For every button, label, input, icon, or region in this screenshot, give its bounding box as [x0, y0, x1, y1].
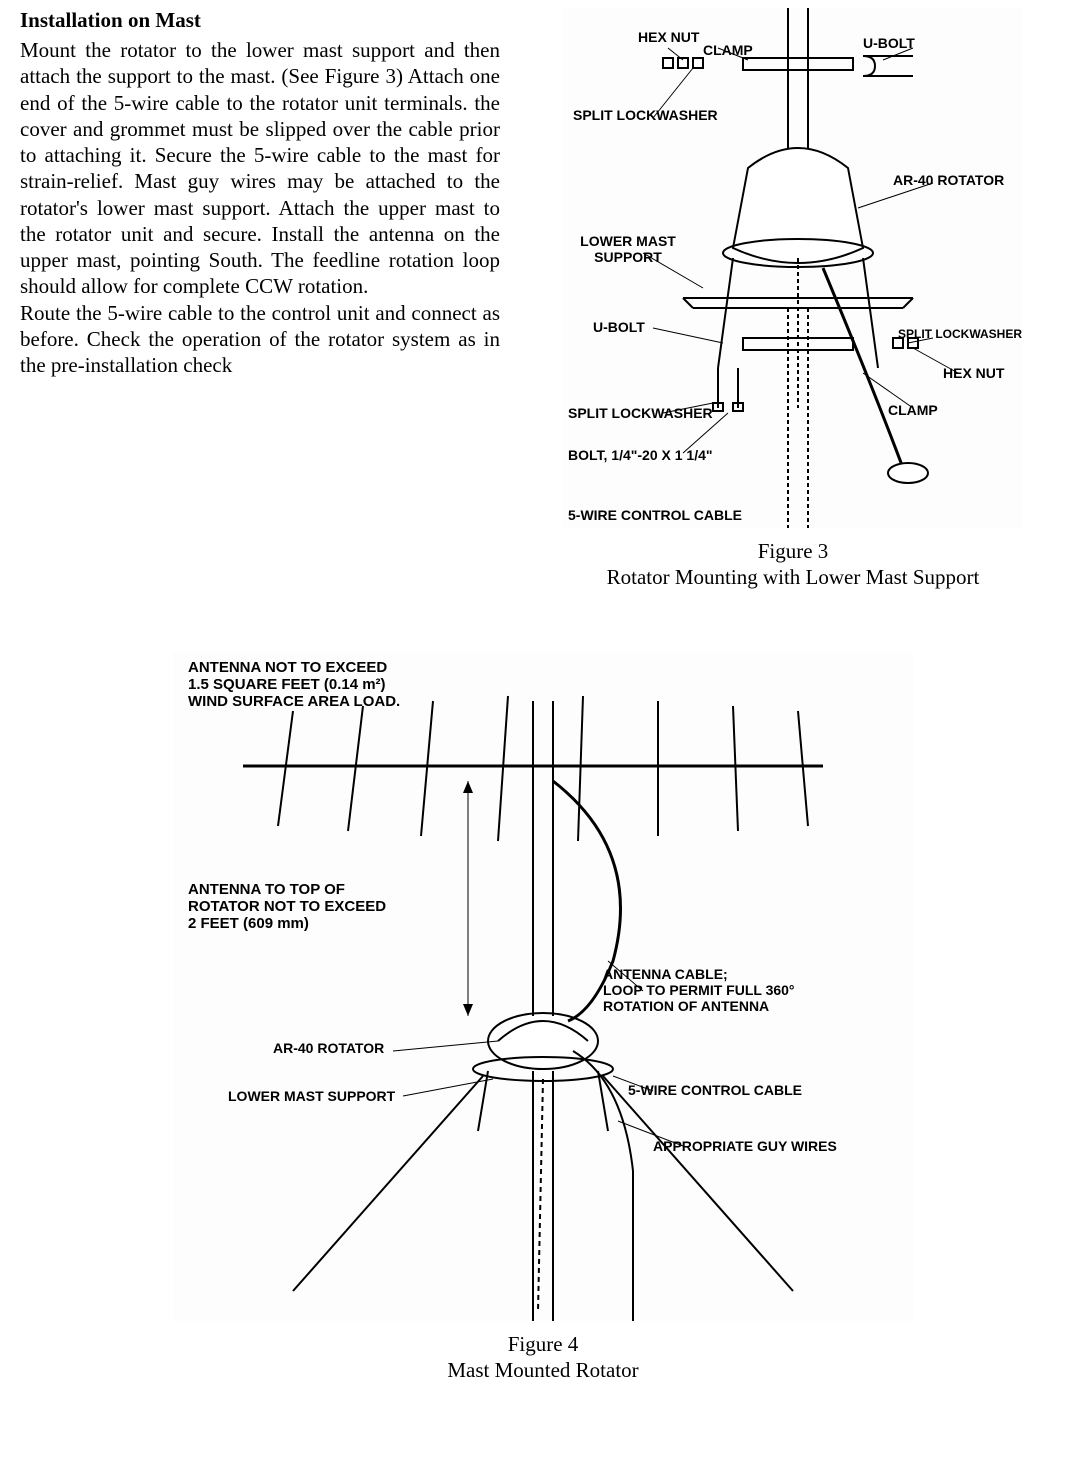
figure-4-caption-line2: Mast Mounted Rotator — [447, 1358, 638, 1382]
fig3-label-lower-mast: LOWER MASTSUPPORT — [573, 233, 683, 265]
fig4-label-lower-mast: LOWER MAST SUPPORT — [228, 1089, 395, 1104]
fig3-label-ar40: AR-40 ROTATOR — [893, 173, 1004, 188]
fig4-label-antenna-cable: ANTENNA CABLE;LOOP TO PERMIT FULL 360°RO… — [603, 966, 863, 1014]
fig3-label-cable: 5-WIRE CONTROL CABLE — [568, 508, 742, 523]
figure-4-caption-line1: Figure 4 — [508, 1332, 579, 1356]
paragraph-2: Route the 5-wire cable to the control un… — [20, 300, 500, 379]
fig4-label-antenna-to-top: ANTENNA TO TOP OFROTATOR NOT TO EXCEED2 … — [188, 881, 408, 933]
fig3-label-u-bolt-top: U-BOLT — [863, 36, 915, 51]
figure-3-caption: Figure 3 Rotator Mounting with Lower Mas… — [520, 538, 1066, 591]
fig3-label-hex-nut-right: HEX NUT — [943, 366, 1004, 381]
figure-4-diagram: ANTENNA NOT TO EXCEED1.5 SQUARE FEET (0.… — [173, 651, 913, 1321]
fig3-label-split-lw-top: SPLIT LOCKWASHER — [573, 108, 718, 123]
fig3-label-hex-nut-top: HEX NUT — [638, 30, 699, 45]
figure-4-caption: Figure 4 Mast Mounted Rotator — [20, 1331, 1066, 1384]
fig4-label-ar40: AR-40 ROTATOR — [273, 1041, 384, 1056]
section-heading: Installation on Mast — [20, 8, 500, 33]
fig3-label-clamp-right: CLAMP — [888, 403, 938, 418]
text-column: Installation on Mast Mount the rotator t… — [20, 8, 500, 591]
fig4-label-antenna-spec: ANTENNA NOT TO EXCEED1.5 SQUARE FEET (0.… — [188, 659, 448, 711]
fig3-label-clamp-top: CLAMP — [703, 43, 753, 58]
fig3-label-u-bolt-mid: U-BOLT — [593, 320, 645, 335]
figure-3-caption-line2: Rotator Mounting with Lower Mast Support — [607, 565, 980, 589]
fig4-label-guy-wires: APPROPRIATE GUY WIRES — [653, 1139, 837, 1154]
figure-3-caption-line1: Figure 3 — [758, 539, 829, 563]
fig4-label-control-cable: 5-WIRE CONTROL CABLE — [628, 1083, 802, 1098]
figure-3-diagram: HEX NUT CLAMP U-BOLT SPLIT LOCKWASHER AR… — [563, 8, 1023, 528]
fig3-label-split-lw-left: SPLIT LOCKWASHER — [568, 406, 713, 421]
fig3-label-split-lw-right: SPLIT LOCKWASHER — [898, 328, 1022, 341]
paragraph-1: Mount the rotator to the lower mast supp… — [20, 37, 500, 300]
fig3-label-bolt: BOLT, 1/4"-20 X 1 1/4" — [568, 448, 713, 463]
